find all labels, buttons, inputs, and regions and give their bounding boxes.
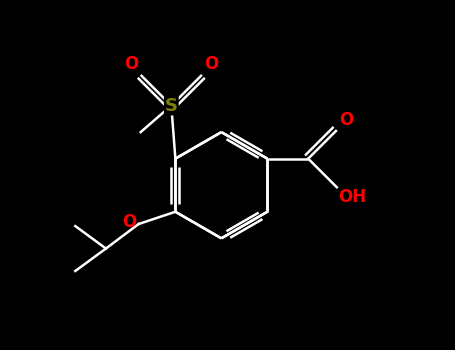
Text: O: O xyxy=(124,55,139,73)
Text: O: O xyxy=(122,213,136,231)
Text: OH: OH xyxy=(338,189,366,206)
Text: O: O xyxy=(204,55,218,73)
Text: S: S xyxy=(165,97,178,114)
Text: O: O xyxy=(339,111,353,129)
